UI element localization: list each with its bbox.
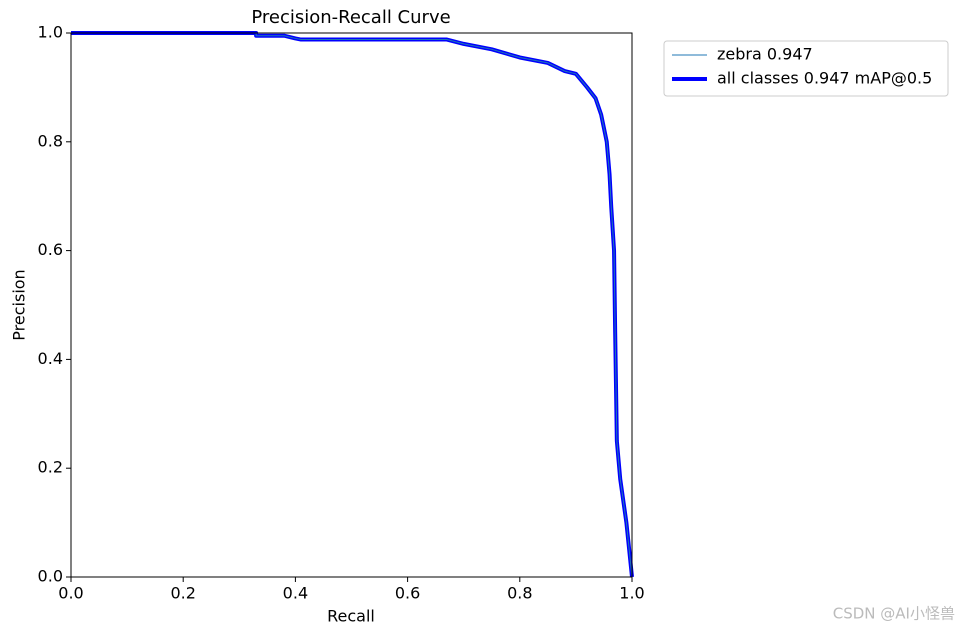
x-tick-label: 0.6 bbox=[395, 584, 420, 603]
watermark: CSDN @AI小怪兽 bbox=[833, 605, 955, 623]
y-tick-label: 0.0 bbox=[38, 567, 63, 586]
x-tick-label: 0.2 bbox=[170, 584, 195, 603]
y-tick-label: 0.2 bbox=[38, 458, 63, 477]
x-tick-label: 0.4 bbox=[283, 584, 308, 603]
x-tick-label: 0.0 bbox=[58, 584, 83, 603]
y-tick-label: 0.8 bbox=[38, 131, 63, 150]
y-axis-label: Precision bbox=[10, 269, 29, 340]
y-tick-label: 0.6 bbox=[38, 240, 63, 259]
chart-title: Precision-Recall Curve bbox=[251, 7, 450, 28]
x-axis-label: Recall bbox=[327, 607, 375, 626]
legend-label: all classes 0.947 mAP@0.5 bbox=[717, 69, 932, 88]
legend-label: zebra 0.947 bbox=[717, 45, 813, 64]
y-tick-label: 0.4 bbox=[38, 349, 63, 368]
pr-line bbox=[71, 31, 634, 578]
legend-box bbox=[663, 40, 949, 97]
x-tick-label: 0.8 bbox=[507, 584, 532, 603]
y-tick-label: 1.0 bbox=[38, 23, 63, 42]
plot-frame bbox=[70, 32, 633, 578]
pr-line bbox=[71, 32, 633, 578]
x-tick-label: 1.0 bbox=[619, 584, 644, 603]
